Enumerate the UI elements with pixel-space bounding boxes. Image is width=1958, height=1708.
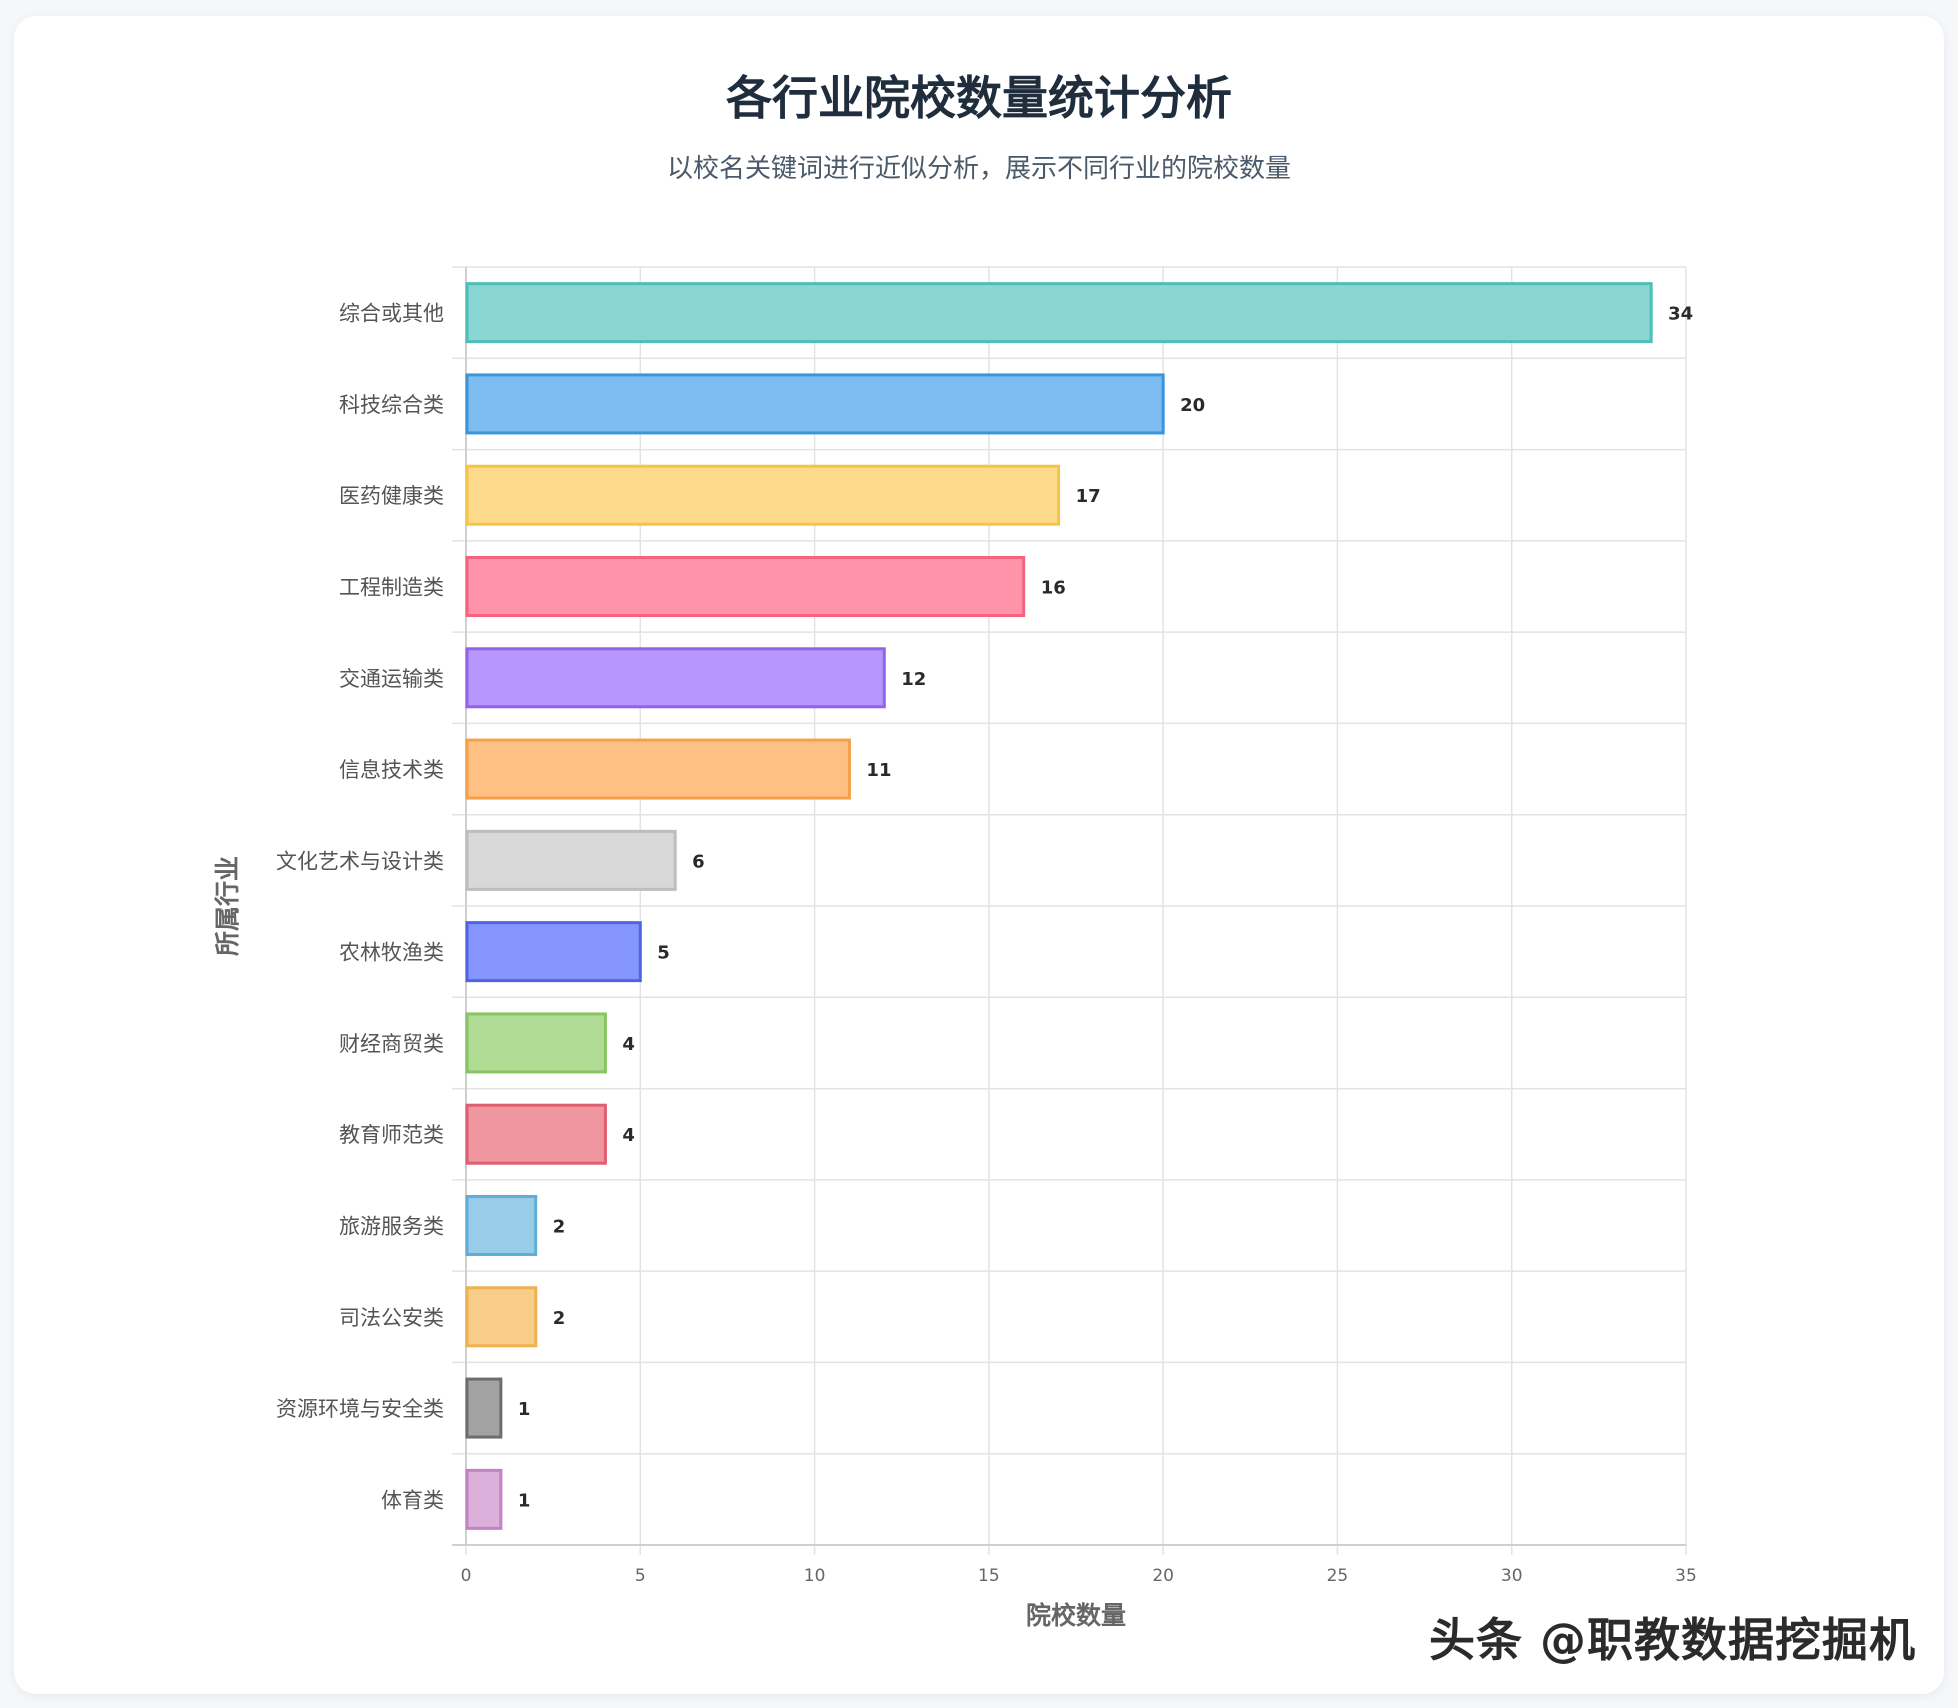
- data-label: 6: [692, 851, 705, 872]
- data-label: 12: [901, 669, 926, 690]
- chart-subtitle: 以校名关键词进行近似分析，展示不同行业的院校数量: [666, 154, 1291, 184]
- category-label: 交通运输类: [339, 667, 444, 691]
- data-label: 4: [622, 1125, 635, 1146]
- x-tick-label: 25: [1327, 1566, 1349, 1586]
- chart-title: 各行业院校数量统计分析: [726, 71, 1232, 125]
- category-label: 农林牧渔类: [339, 941, 444, 965]
- data-label: 34: [1668, 304, 1693, 325]
- category-label: 工程制造类: [339, 576, 444, 600]
- data-label: 11: [866, 760, 891, 781]
- data-label: 17: [1076, 486, 1101, 507]
- bar: [465, 647, 886, 709]
- watermark: 头条 @职教数据挖掘机: [1428, 1613, 1916, 1667]
- category-label: 资源环境与安全类: [276, 1397, 444, 1421]
- bar: [465, 1012, 607, 1074]
- category-label: 司法公安类: [339, 1306, 444, 1330]
- bar: [465, 1195, 538, 1256]
- data-label: 5: [657, 943, 670, 964]
- x-tick-label: 20: [1152, 1566, 1174, 1586]
- data-label: 16: [1041, 578, 1066, 599]
- x-axis-title: 院校数量: [1026, 1601, 1126, 1630]
- category-label: 信息技术类: [339, 758, 444, 782]
- data-label: 1: [518, 1490, 531, 1511]
- bar: [465, 738, 851, 800]
- x-tick-label: 30: [1501, 1566, 1523, 1586]
- x-tick-label: 10: [804, 1566, 826, 1586]
- category-label: 教育师范类: [339, 1123, 444, 1147]
- bar: [465, 1286, 538, 1348]
- category-label: 体育类: [381, 1488, 444, 1512]
- category-label: 旅游服务类: [339, 1215, 444, 1239]
- bar: [465, 373, 1165, 435]
- category-label: 综合或其他: [339, 302, 444, 326]
- bar: [465, 282, 1653, 344]
- category-label: 医药健康类: [339, 484, 444, 508]
- data-label: 2: [553, 1308, 566, 1329]
- x-tick-label: 15: [978, 1566, 1000, 1586]
- category-label: 财经商贸类: [339, 1032, 444, 1056]
- data-label: 1: [518, 1399, 531, 1420]
- x-tick-label: 0: [461, 1566, 472, 1586]
- bar: [465, 1468, 503, 1530]
- bar: [465, 829, 677, 891]
- bar: [465, 556, 1026, 617]
- bar: [465, 1377, 503, 1439]
- bar: [465, 921, 642, 983]
- data-label: 20: [1180, 395, 1205, 416]
- data-label: 2: [553, 1217, 566, 1238]
- x-tick-label: 35: [1675, 1566, 1697, 1586]
- data-label: 4: [622, 1034, 635, 1055]
- y-axis-title: 所属行业: [213, 856, 242, 956]
- bar: [465, 464, 1061, 526]
- category-label: 科技综合类: [339, 393, 444, 417]
- bar: [465, 1103, 607, 1165]
- category-label: 文化艺术与设计类: [276, 849, 444, 873]
- x-tick-label: 5: [635, 1566, 646, 1586]
